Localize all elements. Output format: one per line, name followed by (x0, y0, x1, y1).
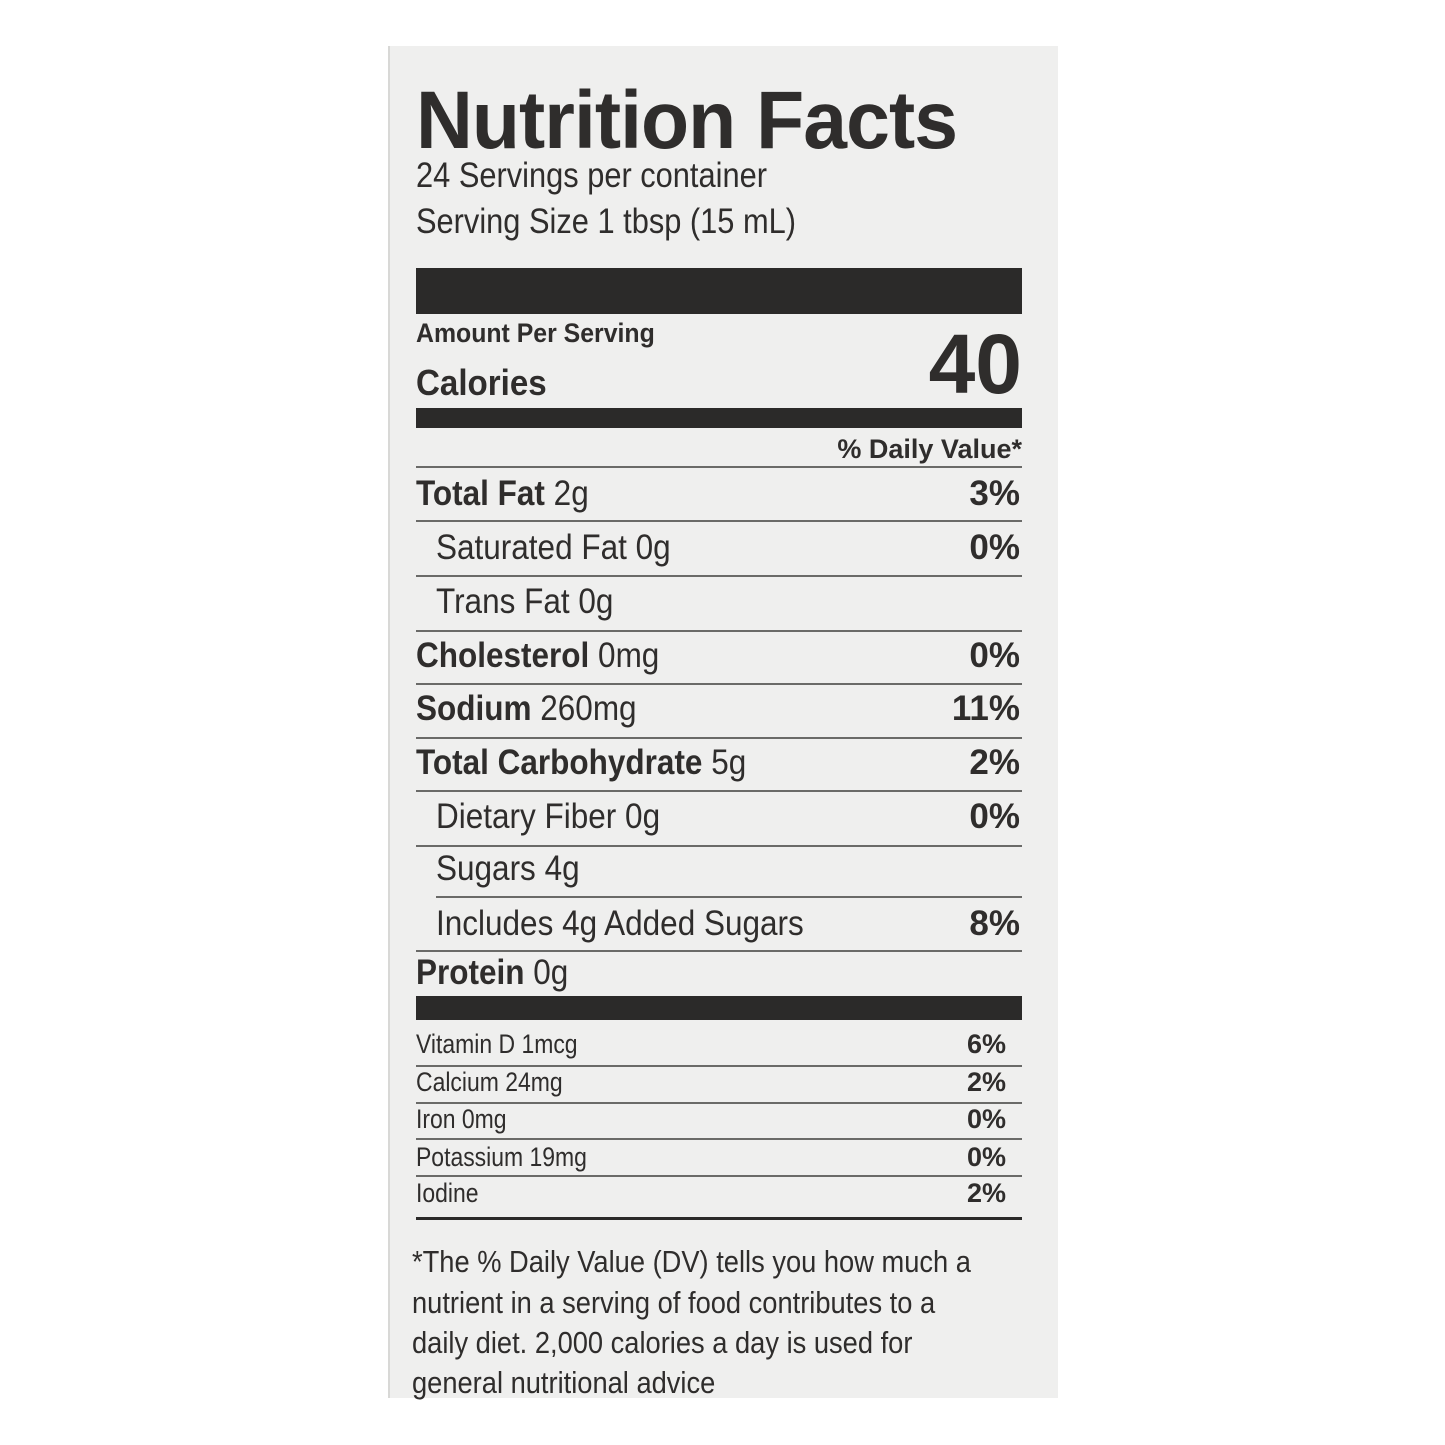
divider (416, 1175, 1022, 1177)
vitamin-row-calcium: Calcium 24mg 2% (416, 1067, 1006, 1097)
calories-label: Calories (416, 362, 547, 403)
nutrient-row-total-carbohydrate: Total Carbohydrate 5g 2% (416, 743, 1020, 782)
nutrient-row-protein: Protein 0g (416, 953, 569, 992)
divider (416, 737, 1022, 739)
divider (416, 683, 1022, 685)
daily-value-header: % Daily Value* (837, 434, 1022, 464)
medium-divider (416, 408, 1022, 428)
vitamin-row-potassium: Potassium 19mg 0% (416, 1142, 1006, 1172)
servings-per-container: 24 Servings per container (416, 156, 767, 195)
nutrient-row-dietary-fiber: Dietary Fiber 0g 0% (436, 797, 1020, 836)
vitamin-row-iodine: Iodine 2% (416, 1178, 1006, 1208)
divider (416, 575, 1022, 577)
divider (416, 630, 1022, 632)
amount-per-serving: Amount Per Serving (416, 318, 655, 348)
thick-divider (416, 996, 1022, 1020)
thick-divider (416, 268, 1022, 314)
nutrient-row-saturated-fat: Saturated Fat 0g 0% (436, 528, 1020, 567)
divider (416, 520, 1022, 522)
nutrient-row-total-fat: Total Fat 2g 3% (416, 474, 1020, 513)
divider (416, 1065, 1022, 1067)
serving-size: Serving Size 1 tbsp (15 mL) (416, 202, 797, 241)
label-title: Nutrition Facts (416, 75, 958, 166)
nutrient-row-added-sugars: Includes 4g Added Sugars 8% (436, 904, 1020, 943)
nutrition-facts-panel: Nutrition Facts 24 Servings per containe… (388, 46, 1058, 1400)
footnote-line: daily diet. 2,000 calories a day is used… (412, 1325, 913, 1360)
calories-value: 40 (928, 317, 1022, 411)
nutrient-row-sodium: Sodium 260mg 11% (416, 689, 1020, 728)
footnote-line: nutrient in a serving of food contribute… (412, 1285, 936, 1320)
divider (416, 1138, 1022, 1140)
vitamin-row-iron: Iron 0mg 0% (416, 1104, 1006, 1134)
divider (416, 1102, 1022, 1104)
nutrient-row-trans-fat: Trans Fat 0g (436, 582, 614, 621)
nutrient-row-sugars: Sugars 4g (436, 849, 580, 888)
divider (416, 950, 1022, 952)
divider (416, 466, 1022, 468)
vitamin-row-vitamin-d: Vitamin D 1mcg 6% (416, 1029, 1006, 1059)
divider (416, 845, 1022, 847)
divider (416, 1217, 1022, 1220)
footnote-line: *The % Daily Value (DV) tells you how mu… (412, 1244, 971, 1279)
divider (416, 790, 1022, 792)
divider (436, 896, 1022, 898)
footnote-line: general nutritional advice (412, 1365, 716, 1400)
nutrient-row-cholesterol: Cholesterol 0mg 0% (416, 636, 1020, 675)
